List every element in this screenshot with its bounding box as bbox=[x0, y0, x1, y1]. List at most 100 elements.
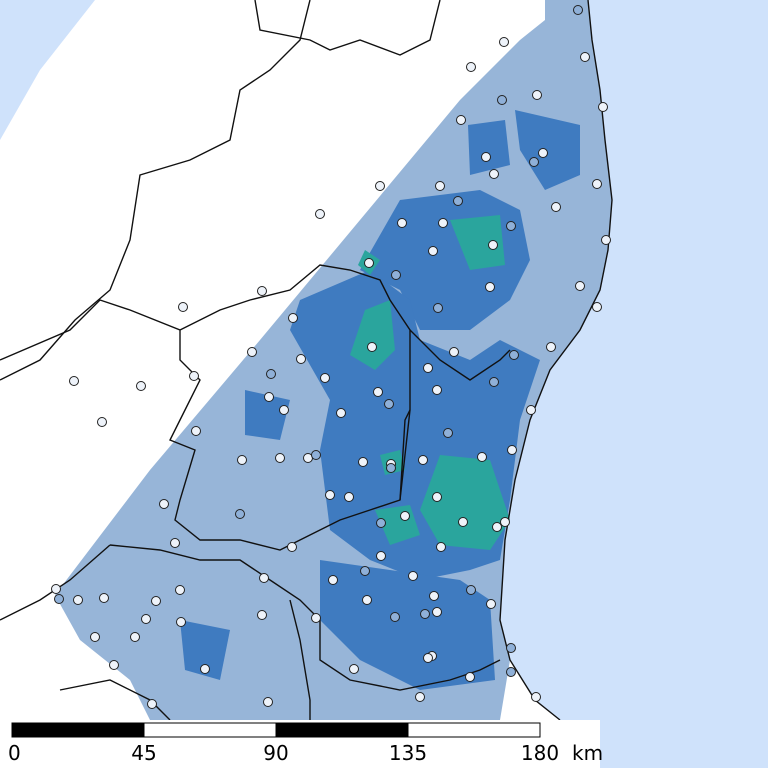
station bbox=[489, 169, 499, 179]
station bbox=[367, 342, 377, 352]
scale-label: 90 bbox=[263, 741, 288, 765]
station bbox=[287, 542, 297, 552]
scale-label: 180 bbox=[521, 741, 559, 765]
station bbox=[509, 350, 519, 360]
station bbox=[423, 363, 433, 373]
station bbox=[264, 392, 274, 402]
station bbox=[532, 90, 542, 100]
station bbox=[449, 347, 459, 357]
station bbox=[465, 672, 475, 682]
station bbox=[99, 593, 109, 603]
station bbox=[489, 377, 499, 387]
station bbox=[500, 517, 510, 527]
station bbox=[443, 428, 453, 438]
scale-unit: km bbox=[572, 741, 603, 765]
station bbox=[418, 455, 428, 465]
station bbox=[325, 490, 335, 500]
scale-label: 0 bbox=[8, 741, 21, 765]
station bbox=[408, 571, 418, 581]
station bbox=[360, 566, 370, 576]
station bbox=[373, 387, 383, 397]
station bbox=[453, 196, 463, 206]
stations bbox=[51, 5, 611, 709]
station bbox=[477, 452, 487, 462]
station bbox=[435, 181, 445, 191]
station bbox=[397, 218, 407, 228]
station bbox=[247, 347, 257, 357]
station bbox=[176, 617, 186, 627]
station bbox=[141, 614, 151, 624]
station bbox=[429, 591, 439, 601]
station bbox=[488, 240, 498, 250]
station bbox=[54, 594, 64, 604]
station bbox=[170, 538, 180, 548]
station bbox=[296, 354, 306, 364]
station bbox=[580, 52, 590, 62]
station bbox=[546, 342, 556, 352]
station bbox=[481, 152, 491, 162]
station bbox=[315, 209, 325, 219]
scale-bar: 0 45 90 135 180 km bbox=[8, 722, 603, 765]
station bbox=[531, 692, 541, 702]
station bbox=[506, 667, 516, 677]
station bbox=[433, 303, 443, 313]
station bbox=[598, 102, 608, 112]
station bbox=[456, 115, 466, 125]
station bbox=[263, 697, 273, 707]
station bbox=[279, 405, 289, 415]
station bbox=[257, 610, 267, 620]
sea-west bbox=[0, 0, 95, 140]
station bbox=[432, 385, 442, 395]
scale-segment bbox=[275, 722, 409, 738]
station bbox=[423, 653, 433, 663]
station bbox=[466, 62, 476, 72]
station bbox=[526, 405, 536, 415]
station bbox=[275, 453, 285, 463]
station bbox=[311, 613, 321, 623]
station bbox=[136, 381, 146, 391]
station bbox=[415, 692, 425, 702]
station bbox=[257, 286, 267, 296]
scale-segment bbox=[143, 722, 277, 738]
station bbox=[428, 246, 438, 256]
station bbox=[384, 399, 394, 409]
station bbox=[573, 5, 583, 15]
station bbox=[358, 457, 368, 467]
station bbox=[320, 373, 330, 383]
sea-east bbox=[500, 0, 768, 768]
station bbox=[592, 302, 602, 312]
station bbox=[328, 575, 338, 585]
station bbox=[420, 609, 430, 619]
station bbox=[507, 445, 517, 455]
station bbox=[458, 517, 468, 527]
station bbox=[130, 632, 140, 642]
station bbox=[336, 408, 346, 418]
station bbox=[159, 499, 169, 509]
station bbox=[151, 596, 161, 606]
station bbox=[90, 632, 100, 642]
station bbox=[189, 371, 199, 381]
station bbox=[288, 313, 298, 323]
station bbox=[538, 148, 548, 158]
station bbox=[391, 270, 401, 280]
station bbox=[51, 584, 61, 594]
scale-label: 135 bbox=[389, 741, 427, 765]
station bbox=[364, 258, 374, 268]
station bbox=[386, 463, 396, 473]
station bbox=[376, 518, 386, 528]
station bbox=[175, 585, 185, 595]
station bbox=[432, 492, 442, 502]
station bbox=[400, 511, 410, 521]
station bbox=[376, 551, 386, 561]
station bbox=[147, 699, 157, 709]
scale-segment bbox=[407, 722, 541, 738]
station bbox=[592, 179, 602, 189]
station bbox=[499, 37, 509, 47]
station bbox=[485, 282, 495, 292]
station bbox=[344, 492, 354, 502]
station bbox=[235, 509, 245, 519]
station bbox=[178, 302, 188, 312]
station bbox=[237, 455, 247, 465]
station bbox=[259, 573, 269, 583]
